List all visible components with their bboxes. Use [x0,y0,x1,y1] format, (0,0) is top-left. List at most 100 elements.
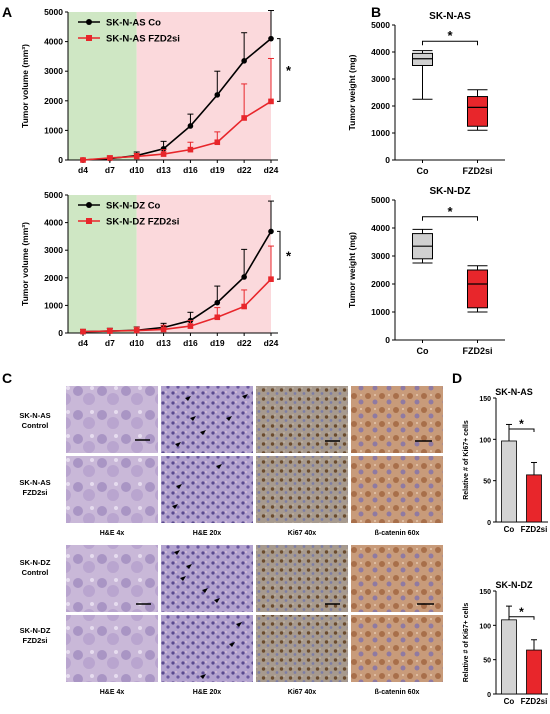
y-axis-label: Relative # of Ki67+ cells [463,420,470,500]
micrograph-ki67-r2 [256,456,348,523]
y-tick-label: 100 [479,623,491,630]
y-tick-label: 50 [483,658,491,665]
x-tick-label: d19 [210,165,225,175]
y-axis-label: Relative # of Ki67+ cells [463,603,470,683]
significance-bracket [508,616,535,620]
column-caption-he4x: H&E 4x [100,530,125,537]
y-axis-label: Tumor weight (mg) [347,232,357,308]
y-tick-label: 1000 [44,300,63,310]
y-tick-label: 1000 [371,307,390,317]
significance-bracket [422,40,478,46]
panel-label-d: D [452,370,462,386]
micrograph-he20x-r2 [161,456,253,523]
y-tick-label: 3000 [44,245,63,255]
tumor-volume-chart-sk-n-as: 0 1000 2000 3000 4000 5000 Tumor volume (mm³) d… [20,7,292,175]
box-body [467,96,488,127]
y-tick-label: 5000 [371,20,390,30]
micrograph-he4x-r1 [66,386,158,453]
data-point-square [241,115,247,121]
y-axis-label: Tumor weight (mg) [347,54,357,130]
micrograph-catenin-r2 [351,456,443,523]
y-tick-label: 150 [479,396,491,403]
x-tick-label: d7 [105,338,115,348]
x-tick-label: Co [417,166,429,176]
data-point-square [268,98,274,105]
data-point-square [187,323,194,329]
y-tick-label: 1000 [44,125,63,135]
data-point-square [241,303,247,310]
data-point-square [80,157,86,163]
x-tick-label: FZD2si [462,346,492,356]
bar [526,474,542,523]
panel-label-a: A [2,4,12,20]
column-caption-he20x: H&E 20x [193,689,222,696]
row-label-4-line2: FZD2si [22,636,47,645]
micrograph-he20x-r4 [161,615,253,682]
y-tick-label: 50 [483,479,491,486]
micrograph-catenin-r1 [351,386,443,453]
y-tick-label: 5000 [44,7,63,17]
legend-label: SK-N-DZ FZD2si [106,217,179,228]
significance-star: * [286,248,292,263]
legend-label: SK-N-AS Co [106,18,161,29]
tumor-volume-chart-sk-n-dz: 0 1000 2000 3000 4000 5000 Tumor volume (mm³) d… [20,190,292,348]
micrograph-he4x-r2 [66,456,158,523]
micrograph-panel: SK-N-AS Control SK-N-AS FZD2si SK-N-DZ C… [19,386,443,696]
y-tick-label: 0 [487,520,491,527]
chart-title: SK-N-DZ [429,186,470,197]
micrograph-he4x-r3 [66,545,158,612]
ki67-barchart-sk-n-as: SK-N-AS 0 50 100 150 Relative # of Ki67+ cell… [463,387,548,534]
micrograph-he20x-r1 [161,386,253,453]
ki67-barchart-sk-n-dz: SK-N-DZ 0 50 100 150 Relative # of Ki67+ cell… [463,580,548,706]
series-line-2 [82,278,272,333]
x-tick-label: d22 [237,165,252,175]
box-body [467,269,488,309]
data-point-square [107,328,113,334]
micrograph-ki67-r3 [256,545,348,612]
micrograph-ki67-r1 [256,386,348,453]
bar [501,440,517,523]
y-axis-label: Tumor volume (mm³) [20,222,30,306]
x-tick-label: d19 [210,338,225,348]
significance-bracket [508,428,535,432]
y-tick-label: 0 [487,692,491,699]
legend-label: SK-N-AS FZD2si [106,34,180,45]
micrograph-he20x-r3 [161,545,253,612]
significance-star: * [286,63,292,78]
x-tick-label: d4 [78,338,88,348]
chart-title: SK-N-DZ [496,580,533,590]
chart-title: SK-N-AS [429,11,471,22]
tumor-weight-boxplot-sk-n-as: SK-N-AS 0 1000 2000 3000 4000 5000 Tumor weight… [347,11,505,176]
data-point-square [133,327,140,334]
y-tick-label: 2000 [371,101,390,111]
x-tick-label: d13 [156,165,171,175]
row-label-2-line1: SK-N-AS [19,478,50,487]
x-tick-label: Co [417,346,429,356]
row-label-2-line2: FZD2si [22,488,47,497]
y-tick-label: 0 [385,335,390,345]
column-caption-he4x: H&E 4x [100,689,125,696]
significance-star: * [447,204,453,219]
x-tick-label: d22 [237,338,252,348]
micrograph-catenin-r4 [351,615,443,682]
legend-marker [86,19,92,25]
x-tick-label: d24 [264,165,279,175]
data-point-circle [214,299,221,306]
shaded-zone-green [68,12,137,160]
y-tick-label: 4000 [44,218,63,228]
y-tick-label: 3000 [371,251,390,261]
data-point-circle [241,274,247,280]
y-tick-label: 3000 [44,66,63,76]
y-tick-label: 0 [385,155,390,165]
y-tick-label: 5000 [371,195,390,205]
data-point-circle [214,92,221,98]
x-tick-label: FZD2si [462,166,492,176]
shaded-zone-green [68,195,137,333]
data-point-square [187,146,194,153]
x-tick-label: d13 [156,338,171,348]
data-point-square [214,314,221,321]
chart-title: SK-N-AS [495,387,533,397]
data-point-square [160,151,167,157]
x-tick-label: Co [504,697,515,706]
